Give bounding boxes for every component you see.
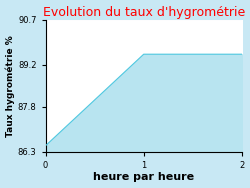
- X-axis label: heure par heure: heure par heure: [93, 172, 194, 182]
- Y-axis label: Taux hygrométrie %: Taux hygrométrie %: [6, 35, 15, 136]
- Title: Evolution du taux d'hygrométrie: Evolution du taux d'hygrométrie: [42, 6, 245, 19]
